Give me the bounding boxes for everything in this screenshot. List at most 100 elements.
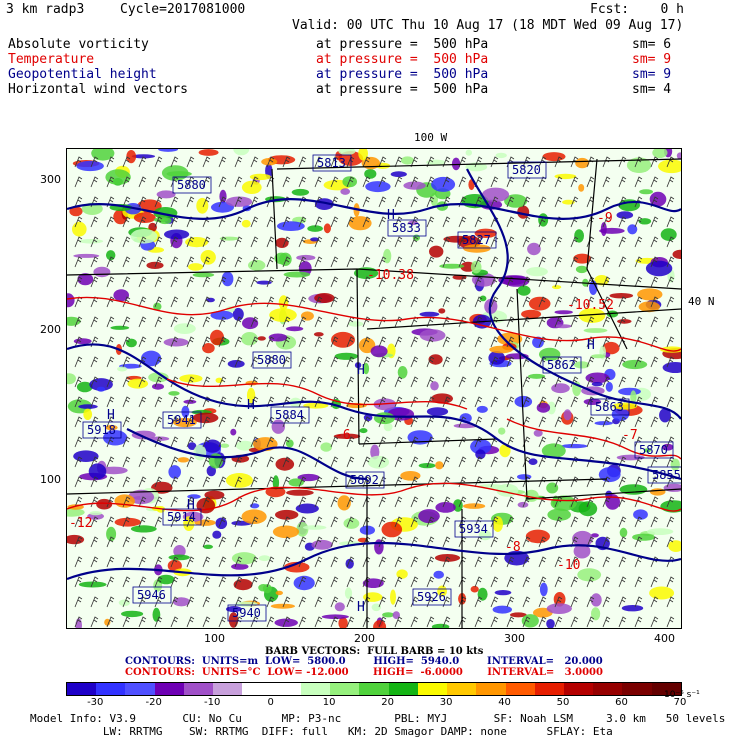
wind-barb <box>74 576 83 588</box>
wind-barb <box>362 196 371 208</box>
wind-barb <box>314 616 323 628</box>
vorticity-cell <box>152 607 161 622</box>
wind-barb <box>330 516 339 528</box>
wind-barb <box>266 256 275 268</box>
vorticity-cell <box>497 332 523 346</box>
vorticity-cell <box>638 301 660 313</box>
temperature-label: -10.38 <box>367 268 414 283</box>
wind-barb <box>138 556 147 568</box>
wind-barb <box>650 536 659 548</box>
wind-barb <box>410 156 419 168</box>
wind-barb <box>570 196 579 208</box>
wind-barb <box>378 236 387 248</box>
wind-barb <box>522 216 531 228</box>
wind-barb <box>250 476 259 488</box>
wind-barb <box>218 436 227 448</box>
wind-barb <box>266 456 275 468</box>
colorbar-swatch <box>183 683 214 695</box>
vorticity-cell <box>365 181 391 193</box>
wind-barb <box>314 336 323 348</box>
wind-barb <box>346 436 355 448</box>
vorticity-cell <box>489 345 513 354</box>
wind-barb <box>394 176 403 188</box>
wind-barb <box>570 256 579 268</box>
wind-barb <box>474 596 483 608</box>
wind-barb <box>586 596 595 608</box>
wind-barb <box>186 476 195 488</box>
wind-barb <box>554 236 563 248</box>
wind-barb <box>298 596 307 608</box>
wind-barb <box>202 556 211 568</box>
wind-barb <box>538 416 547 428</box>
vorticity-cell <box>546 482 559 494</box>
vorticity-cell <box>451 157 461 171</box>
field-smooth: sm= 9 <box>632 67 672 82</box>
wind-barb <box>602 616 611 628</box>
wind-barb <box>90 576 99 588</box>
vorticity-cell <box>428 354 443 365</box>
wind-barb <box>426 356 435 368</box>
wind-barb <box>298 316 307 328</box>
wind-barb <box>666 196 675 208</box>
wind-barb <box>106 576 115 588</box>
wind-barb <box>314 376 323 388</box>
temperature-contour <box>506 418 681 460</box>
vorticity-cell <box>235 440 254 451</box>
vorticity-cell <box>286 489 314 496</box>
wind-barb <box>122 176 131 188</box>
wind-barb <box>554 616 563 628</box>
vorticity-cell <box>528 296 551 311</box>
wind-barb <box>314 356 323 368</box>
vorticity-cell <box>269 308 297 322</box>
vorticity-cell <box>602 341 620 355</box>
wind-barb <box>410 376 419 388</box>
wind-barb <box>90 456 99 468</box>
wind-barb <box>138 316 147 328</box>
wind-barb <box>650 476 659 488</box>
vorticity-cell <box>429 245 444 258</box>
wind-barb <box>634 596 643 608</box>
wind-barb <box>346 376 355 388</box>
field-pressure: at pressure = 500 hPa <box>316 37 489 52</box>
wind-barb <box>570 556 579 568</box>
vorticity-cell <box>532 336 544 348</box>
wind-barb <box>570 316 579 328</box>
vorticity-cell <box>117 366 128 372</box>
vorticity-cell <box>373 620 387 628</box>
wind-barb <box>250 516 259 528</box>
wind-barb <box>186 496 195 508</box>
wind-barb <box>106 476 115 488</box>
wind-barb <box>362 336 371 348</box>
wind-barb <box>426 456 435 468</box>
vorticity-cell <box>621 605 644 612</box>
colorbar-swatch <box>563 683 594 695</box>
wind-barb <box>378 336 387 348</box>
vorticity-cell <box>434 554 461 562</box>
wind-barb <box>394 496 403 508</box>
wind-barb <box>170 496 179 508</box>
wind-barb <box>474 436 483 448</box>
wind-barb <box>186 196 195 208</box>
wind-barb <box>122 276 131 288</box>
wind-barb <box>346 196 355 208</box>
wind-barb <box>506 216 515 228</box>
wind-barb <box>394 616 403 628</box>
height-label-box <box>387 219 427 237</box>
vorticity-cell <box>542 152 566 162</box>
vorticity-cell <box>498 427 506 435</box>
wind-barb <box>378 496 387 508</box>
vorticity-cell <box>226 606 242 613</box>
wind-barb <box>122 576 131 588</box>
vorticity-cell <box>206 465 216 477</box>
wind-barb <box>490 336 499 348</box>
wind-barb <box>442 576 451 588</box>
wind-barb <box>266 296 275 308</box>
wind-barb <box>378 256 387 268</box>
wind-barb <box>490 256 499 268</box>
wind-barb <box>218 196 227 208</box>
wind-barb <box>234 596 243 608</box>
vorticity-cell <box>242 317 259 330</box>
wind-barb <box>330 216 339 228</box>
barb-legend: BARB VECTORS: FULL BARB = 10 kts <box>265 646 484 657</box>
wind-barb <box>618 536 627 548</box>
